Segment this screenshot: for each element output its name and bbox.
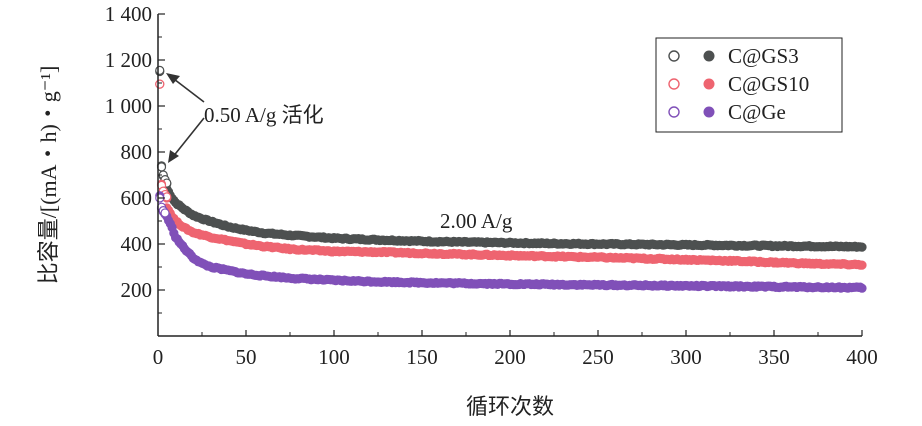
activation-point-open: [155, 65, 165, 75]
data-point: [857, 260, 867, 270]
legend-label: C@GS10: [728, 72, 809, 96]
activation-point-open: [155, 79, 165, 89]
x-tick-label: 50: [236, 345, 257, 369]
x-tick-label: 400: [846, 345, 878, 369]
x-tick-label: 350: [758, 345, 790, 369]
legend-label: C@Ge: [728, 100, 786, 124]
y-tick-label: 800: [121, 140, 153, 164]
series-C@GS3: [155, 65, 867, 252]
activation-annotation: 0.50 A/g 活化: [204, 103, 324, 127]
y-axis-title: 比容量/[(mA・h)・g⁻¹]: [36, 66, 61, 285]
y-tick-label: 1 400: [105, 2, 152, 26]
x-tick-label: 100: [318, 345, 350, 369]
y-tick-label: 1 200: [105, 48, 152, 72]
x-axis-title: 循环次数: [466, 394, 554, 419]
legend-open-marker: [668, 106, 680, 118]
series-C@Ge: [155, 191, 867, 293]
y-tick-label: 1 000: [105, 94, 152, 118]
rate-annotation: 2.00 A/g: [440, 209, 513, 233]
y-tick-label: 400: [121, 232, 153, 256]
arrow-lower: [171, 117, 205, 159]
arrow-lower-head: [168, 150, 179, 163]
activation-point-open: [160, 208, 170, 218]
series-C@GS10: [155, 79, 867, 270]
ticks: 0 50 100 150 200 250 300 350 400 200 400 600 800 1 00…: [105, 2, 878, 369]
x-tick-label: 250: [582, 345, 614, 369]
y-tick-label: 200: [121, 278, 153, 302]
legend-open-marker: [668, 78, 680, 90]
annotations: 0.50 A/g 活化 2.00 A/g: [166, 73, 513, 233]
x-tick-label: 0: [153, 345, 164, 369]
x-tick-label: 300: [670, 345, 702, 369]
legend-open-marker: [668, 50, 680, 62]
data-point: [857, 283, 867, 293]
legend-label: C@GS3: [728, 44, 799, 68]
x-tick-label: 150: [406, 345, 438, 369]
x-tick-label: 200: [494, 345, 526, 369]
legend: C@GS3 C@GS10 C@Ge: [655, 37, 843, 133]
data-layer: [155, 65, 867, 293]
legend-filled-marker: [703, 78, 715, 90]
legend-filled-marker: [703, 50, 715, 62]
legend-box: [655, 37, 843, 133]
data-point: [857, 242, 867, 252]
legend-filled-marker: [703, 106, 715, 118]
arrow-upper-head: [166, 73, 180, 84]
y-tick-label: 600: [121, 186, 153, 210]
